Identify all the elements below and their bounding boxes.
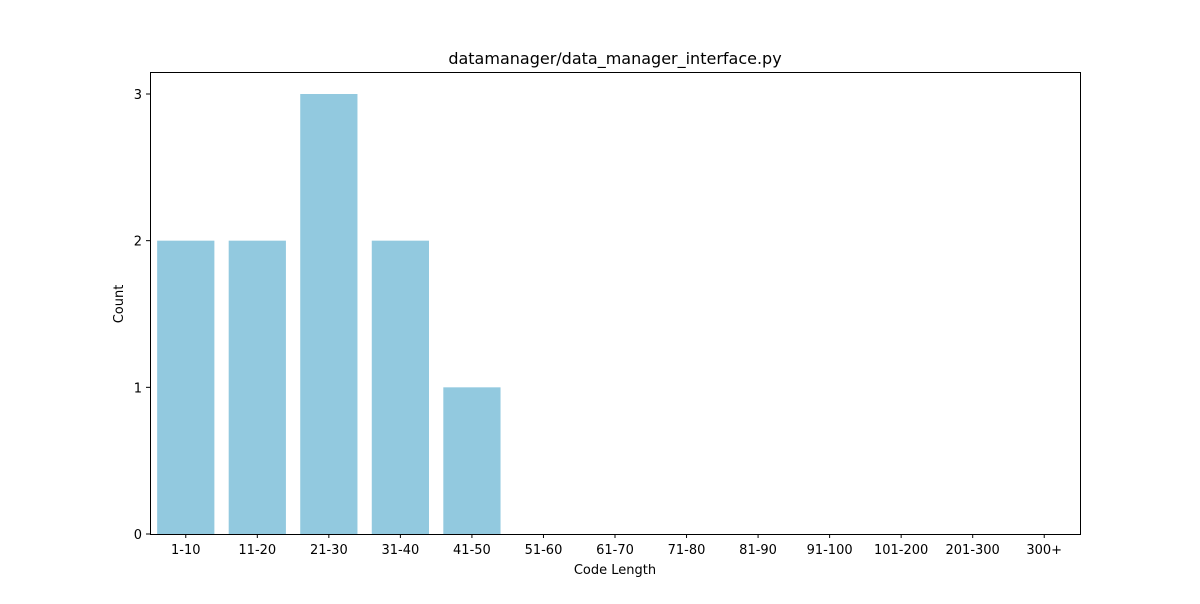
y-tick-label: 1 [134,381,142,396]
bar-21-30 [300,94,358,534]
x-tick-label: 91-100 [807,543,853,558]
x-tick-label: 51-60 [525,543,563,558]
bars-layer [157,94,501,535]
x-axis: 1-10 11-20 21-30 31-40 41-50 51-60 61-70 71-80 8… [171,534,1062,558]
y-tick-label: 3 [134,88,142,103]
x-tick-label: 21-30 [310,543,348,558]
x-tick-label: 41-50 [453,543,491,558]
bar-41-50 [443,387,501,534]
bar-11-20 [228,240,286,535]
x-tick-label: 11-20 [238,543,276,558]
x-tick-label: 31-40 [381,543,419,558]
bar-1-10 [157,240,215,535]
y-axis-label: Count [112,285,127,324]
x-tick-label: 71-80 [668,543,706,558]
x-tick-label: 101-200 [874,543,928,558]
x-tick-label: 1-10 [171,543,201,558]
y-tick-label: 2 [134,235,142,250]
y-tick-label: 0 [134,528,142,543]
x-axis-label: Code Length [574,563,656,578]
x-tick-label: 201-300 [946,543,1000,558]
chart-title: datamanager/data_manager_interface.py [448,49,781,69]
x-tick-label: 300+ [1026,543,1062,558]
bar-31-40 [371,240,429,535]
plot-frame [150,72,1081,535]
x-tick-label: 61-70 [596,543,634,558]
x-tick-label: 81-90 [739,543,777,558]
y-axis: 0 1 2 3 [134,88,150,543]
